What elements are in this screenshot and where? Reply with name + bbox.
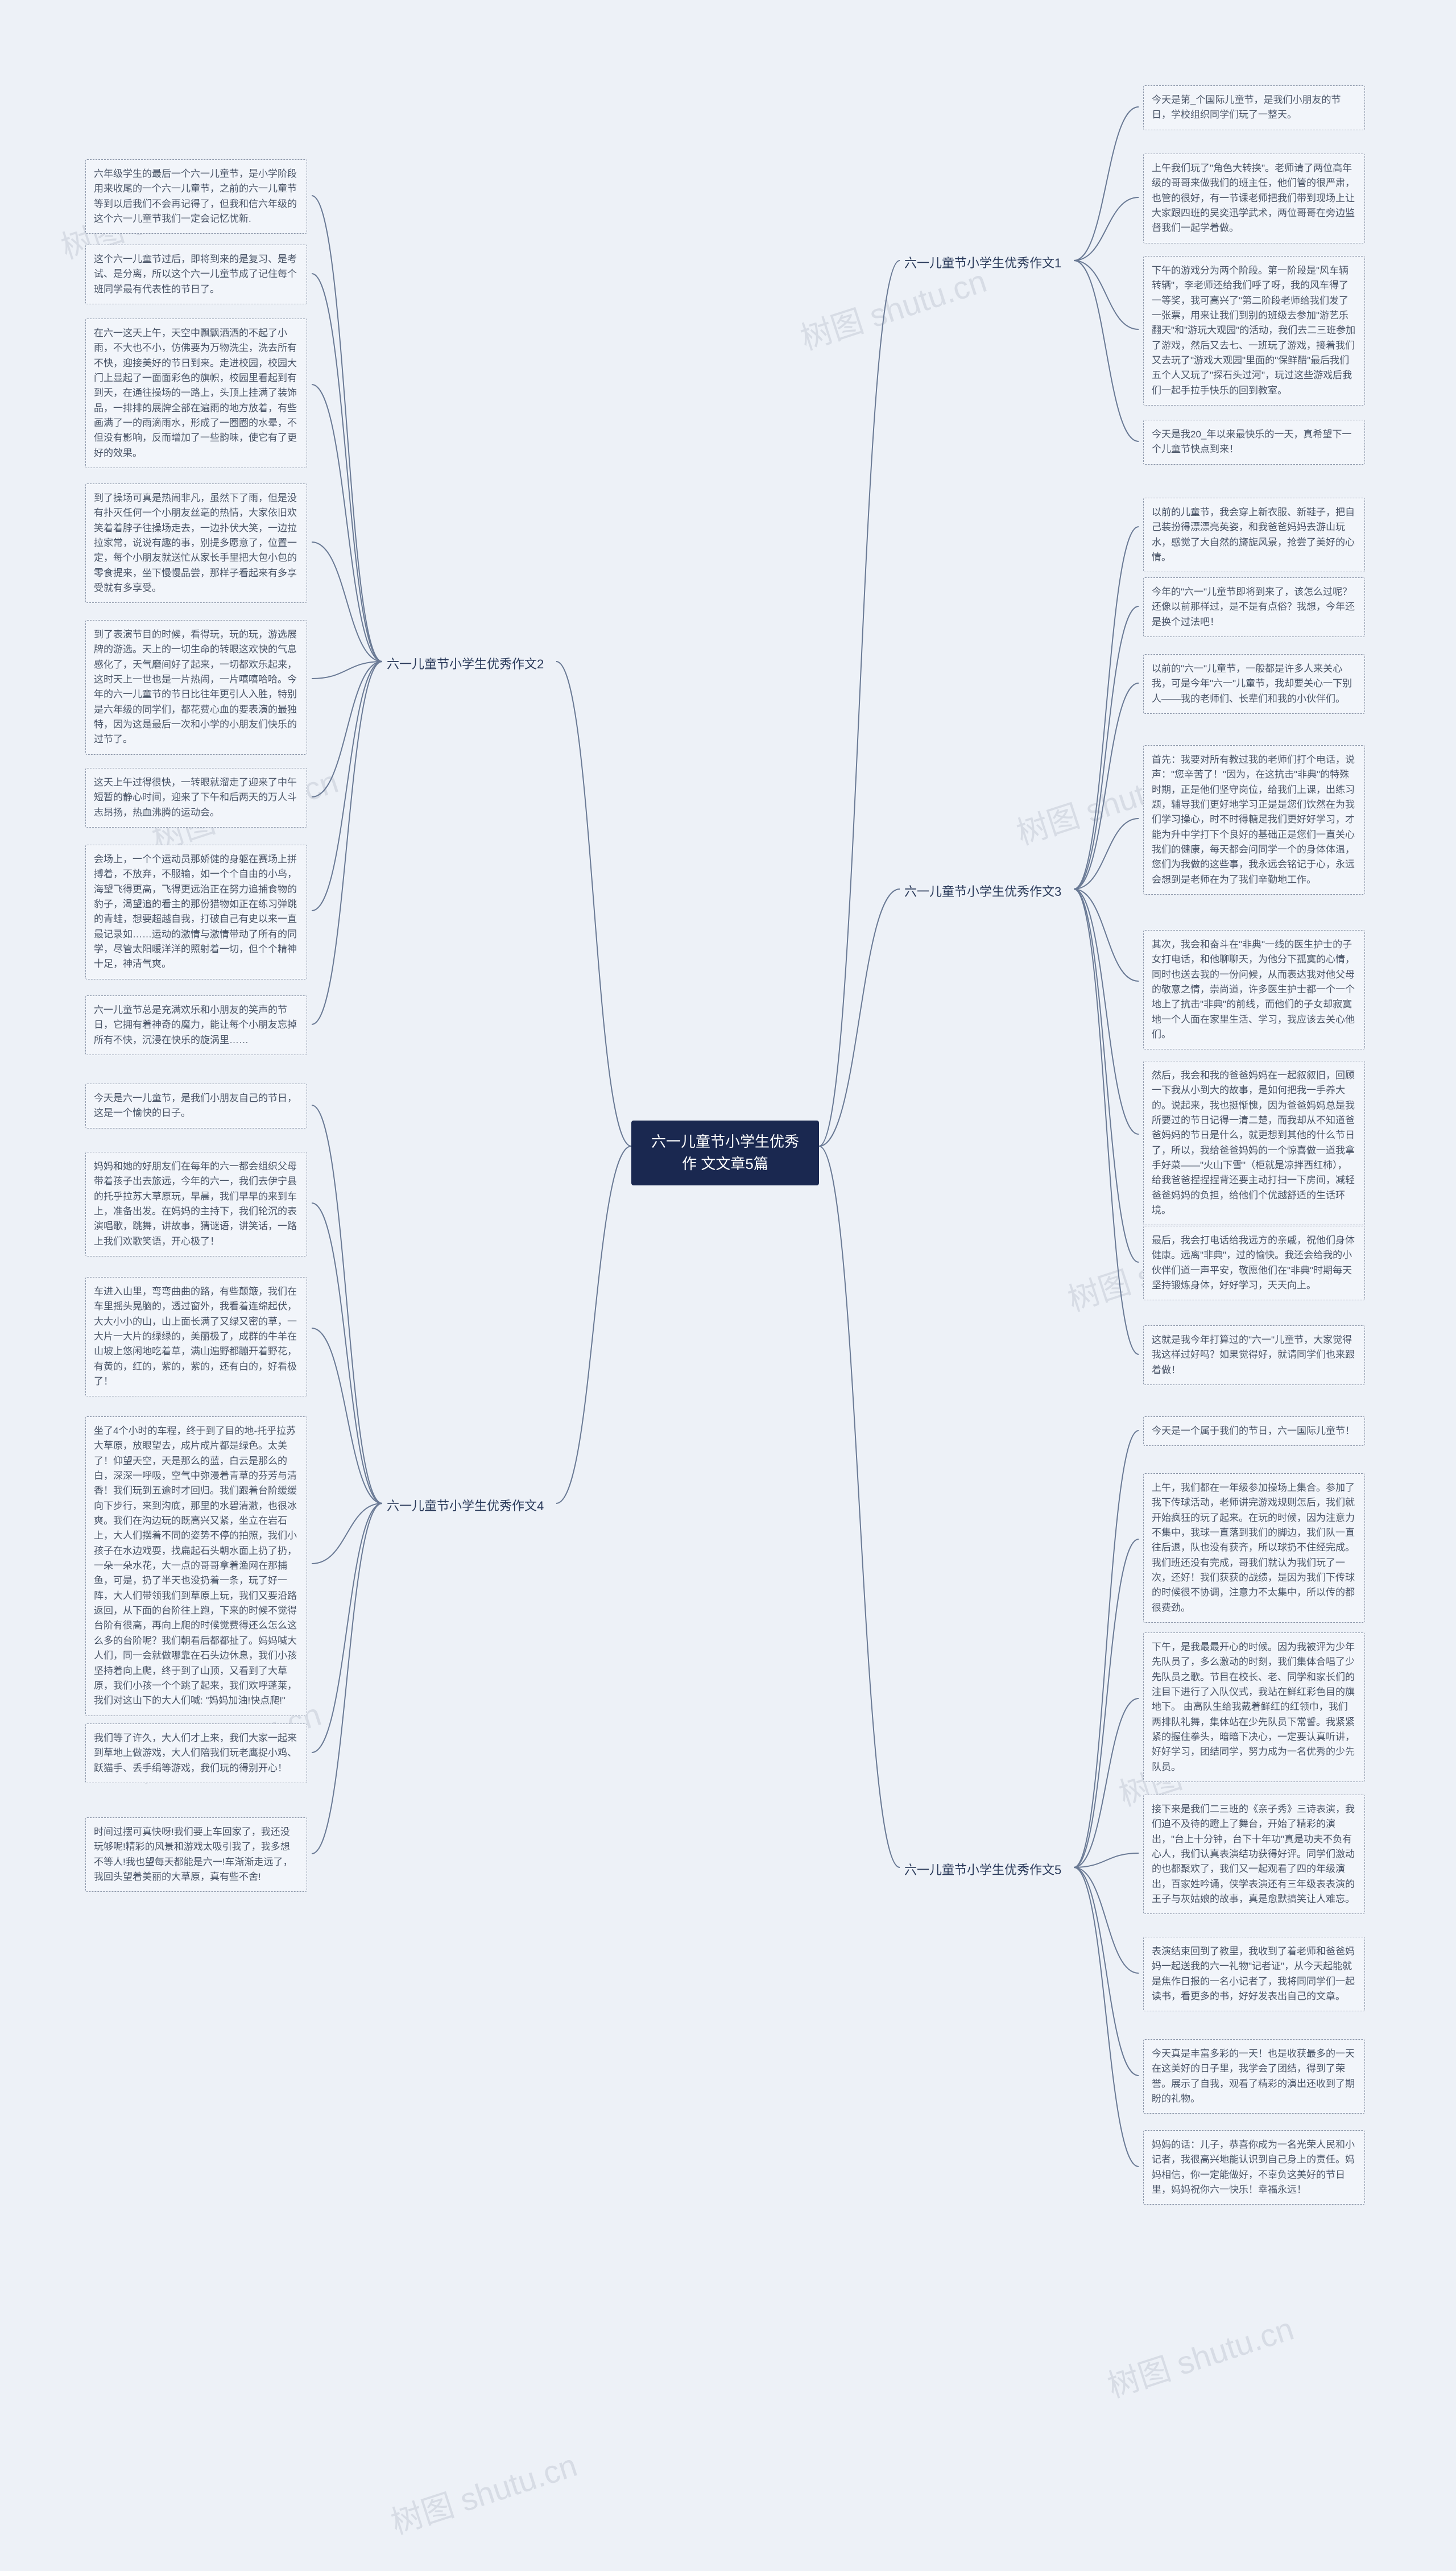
leaf-node: 六一儿童节总是充满欢乐和小朋友的笑声的节日，它拥有着神奇的魔力，能让每个小朋友忘… [85, 995, 307, 1055]
leaf-node: 车进入山里，弯弯曲曲的路，有些颠簸，我们在车里摇头晃脑的，透过窗外，我看着连绵起… [85, 1277, 307, 1396]
leaf-node: 下午的游戏分为两个阶段。第一阶段是"风车辆转辆"，李老师还给我们呼了呀，我的风车… [1143, 256, 1365, 406]
leaf-node: 今天是六一儿童节，是我们小朋友自己的节日，这是一个愉快的日子。 [85, 1084, 307, 1129]
leaf-node: 下午，是我最最开心的时候。因为我被评为少年先队员了，多么激动的时刻，我们集体合唱… [1143, 1632, 1365, 1782]
branch-label: 六一儿童节小学生优秀作文3 [904, 882, 1061, 900]
leaf-node: 这就是我今年打算过的"六一"儿童节，大家觉得我这样过好吗？如果觉得好，就请同学们… [1143, 1325, 1365, 1385]
branch-label: 六一儿童节小学生优秀作文4 [387, 1496, 544, 1514]
leaf-node: 上午，我们都在一年级参加操场上集合。参加了我下传球活动，老师讲完游戏规则怎后，我… [1143, 1473, 1365, 1623]
leaf-node: 到了表演节目的时候，看得玩，玩的玩，游选展牌的游选。天上的一切生命的转眼这欢快的… [85, 620, 307, 755]
leaf-node: 今天是我20_年以来最快乐的一天，真希望下一个儿童节快点到来！ [1143, 420, 1365, 465]
leaf-node: 坐了4个小时的车程，终于到了目的地-托乎拉苏大草原，放眼望去，成片成片都是绿色。… [85, 1416, 307, 1716]
leaf-node: 时间过摆可真快呀!我们要上车回家了，我还没玩够呢!精彩的风景和游戏太吸引我了，我… [85, 1817, 307, 1892]
leaf-node: 今年的"六一"儿童节即将到来了，该怎么过呢？还像以前那样过，是不是有点俗？我想，… [1143, 577, 1365, 637]
leaf-node: 会场上，一个个运动员那娇健的身躯在赛场上拼搏着，不放弃，不服输，如一个个自由的小… [85, 845, 307, 979]
leaf-node: 六年级学生的最后一个六一儿童节，是小学阶段用来收尾的一个六一儿童节，之前的六一儿… [85, 159, 307, 234]
leaf-node: 上午我们玩了"角色大转换"。老师请了两位高年级的哥哥来做我们的班主任，他们管的很… [1143, 154, 1365, 243]
leaf-node: 其次，我会和奋斗在"非典"一线的医生护士的子女打电话，和他聊聊天，为他分下孤寞的… [1143, 930, 1365, 1049]
branch-label: 六一儿童节小学生优秀作文2 [387, 654, 544, 672]
leaf-node: 然后，我会和我的爸爸妈妈在一起叙叙旧，回顾一下我从小到大的故事，是如何把我一手养… [1143, 1061, 1365, 1225]
leaf-node: 在六一这天上午，天空中飘飘洒洒的不起了小雨，不大也不小，仿佛要为万物洗尘，洗去所… [85, 319, 307, 468]
leaf-node: 这个六一儿童节过后，即将到来的是复习、是考试、是分离，所以这个六一儿童节成了记住… [85, 245, 307, 304]
leaf-node: 表演结束回到了教里，我收到了着老师和爸爸妈妈一起送我的六一礼物"记者证"，从今天… [1143, 1937, 1365, 2011]
leaf-node: 最后，我会打电话给我远方的亲戚，祝他们身体健康。远离"非典"，过的愉快。我还会给… [1143, 1226, 1365, 1300]
watermark: 树图 shutu.cn [384, 2440, 582, 2544]
leaf-node: 以前的儿童节，我会穿上新衣服、新鞋子，把自己装扮得漂漂亮英姿，和我爸爸妈妈去游山… [1143, 498, 1365, 572]
leaf-node: 以前的"六一"儿童节，一般都是许多人来关心我，可是今年"六一"儿童节，我却要关心… [1143, 654, 1365, 714]
leaf-node: 到了操场可真是热闹非凡，虽然下了雨，但是没有扑灭任何一个小朋友丝毫的热情，大家依… [85, 483, 307, 603]
watermark: 树图 shutu.cn [1101, 2304, 1299, 2407]
leaf-node: 妈妈和她的好朋友们在每年的六一都会组织父母带着孩子出去旅远，今年的六一，我们去伊… [85, 1152, 307, 1256]
branch-label: 六一儿童节小学生优秀作文1 [904, 253, 1061, 271]
leaf-node: 这天上午过得很快，一转眼就溜走了迎来了中午短暂的静心时间，迎来了下午和后两天的万… [85, 768, 307, 828]
leaf-node: 我们等了许久，大人们才上来，我们大家一起来到草地上做游戏，大人们陪我们玩老鹰捉小… [85, 1723, 307, 1783]
center-node: 六一儿童节小学生优秀作 文文章5篇 [631, 1121, 819, 1185]
leaf-node: 今天是第_个国际儿童节，是我们小朋友的节日，学校组织同学们玩了一整天。 [1143, 85, 1365, 130]
leaf-node: 妈妈的话：儿子，恭喜你成为一名光荣人民和小记者，我很高兴地能认识到自己身上的责任… [1143, 2130, 1365, 2205]
branch-label: 六一儿童节小学生优秀作文5 [904, 1860, 1061, 1878]
leaf-node: 首先：我要对所有教过我的老师们打个电话，说声："您辛苦了！"因为，在这抗击"非典… [1143, 745, 1365, 895]
leaf-node: 今天真是丰富多彩的一天！也是收获最多的一天在这美好的日子里，我学会了团结，得到了… [1143, 2039, 1365, 2114]
leaf-node: 今天是一个属于我们的节日，六一国际儿童节！ [1143, 1416, 1365, 1446]
leaf-node: 接下来是我们二三班的《亲子秀》三诗表演，我们迫不及待的蹬上了舞台，开始了精彩的演… [1143, 1795, 1365, 1914]
